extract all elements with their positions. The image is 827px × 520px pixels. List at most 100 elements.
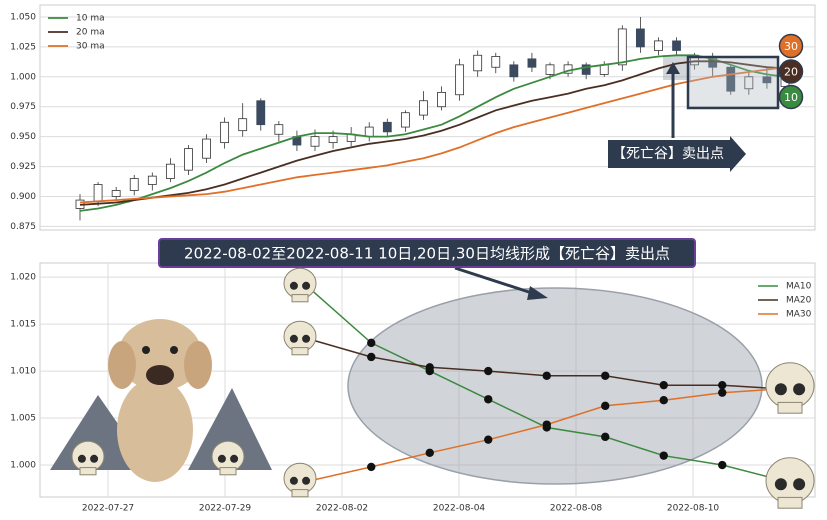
dog-ear xyxy=(184,341,212,389)
y-tick-label: 1.020 xyxy=(10,273,36,283)
skull xyxy=(71,440,105,473)
candle-body xyxy=(328,136,338,144)
candle-body xyxy=(509,64,519,78)
candle-body xyxy=(165,163,175,179)
candle-body xyxy=(491,56,501,68)
chart-title: 2022-08-02至2022-08-11 10日,20日,30日均线形成【死亡… xyxy=(184,245,670,263)
skull xyxy=(211,440,245,473)
skull xyxy=(283,267,317,300)
bottom-layer: 2022-07-27 2022-07-29 2022-08-02 2022-08-04… xyxy=(10,238,815,514)
point xyxy=(425,363,434,372)
candle-body xyxy=(455,64,465,96)
candle-body xyxy=(437,91,446,108)
point xyxy=(659,380,668,390)
candle-body xyxy=(238,118,248,132)
dog-eye xyxy=(170,346,178,354)
candle-body xyxy=(563,64,573,74)
point xyxy=(659,451,668,460)
candle-body xyxy=(93,184,103,202)
candle-body xyxy=(274,124,284,135)
badge xyxy=(778,33,804,59)
candle-body xyxy=(581,64,591,75)
candle-body xyxy=(726,66,736,92)
y-tick-label: 1.000 xyxy=(10,461,36,471)
point xyxy=(484,366,493,376)
point xyxy=(542,420,551,429)
title-arrow xyxy=(454,266,536,296)
y-tick-label: 0.925 xyxy=(10,162,36,172)
point xyxy=(484,435,493,444)
skull-eye xyxy=(793,478,806,491)
x-tick-label: 2022-07-29 xyxy=(199,504,252,514)
point xyxy=(601,401,610,411)
skull-jaw xyxy=(219,467,237,476)
candle-body xyxy=(635,28,645,48)
skull xyxy=(765,457,815,504)
y-tick-label: 1.025 xyxy=(10,42,36,52)
legend-label: MA30 xyxy=(786,310,812,320)
skull-jaw xyxy=(777,401,803,414)
badge xyxy=(778,59,804,84)
x-tick-label: 2022-07-27 xyxy=(82,504,134,514)
badge-label: 30 xyxy=(784,40,798,53)
y-tick-label: 1.050 xyxy=(10,12,36,22)
candle-body xyxy=(184,148,193,171)
point xyxy=(542,371,551,380)
point xyxy=(718,388,727,397)
candle-body xyxy=(654,40,663,51)
annotation-label: 【死亡谷】卖出点 xyxy=(612,146,724,162)
candle-body xyxy=(147,175,157,185)
y-tick-label: 1.015 xyxy=(10,320,36,330)
badge xyxy=(778,84,804,110)
skull-eye xyxy=(289,476,298,485)
skull-eye xyxy=(774,383,787,396)
ma-line xyxy=(79,60,786,206)
legend-label: 20 ma xyxy=(76,28,105,38)
skull-eye xyxy=(302,476,311,485)
title-box xyxy=(158,238,696,268)
y-tick-label: 1.005 xyxy=(10,414,36,424)
annotation-box xyxy=(608,136,746,172)
skull-jaw xyxy=(291,347,309,356)
candle-body xyxy=(364,126,374,138)
skull-eye xyxy=(90,454,99,463)
candle-body xyxy=(545,64,555,75)
candle-body xyxy=(310,136,320,147)
candle-body xyxy=(473,54,483,72)
x-tick-label: 2022-08-04 xyxy=(433,504,486,514)
dog-eye xyxy=(142,346,150,354)
candle-body xyxy=(129,178,139,191)
candle-body xyxy=(762,76,772,84)
candle-body xyxy=(202,138,211,159)
point xyxy=(367,338,376,348)
point xyxy=(367,352,376,362)
point xyxy=(659,396,668,405)
candle-body xyxy=(617,28,627,66)
point xyxy=(718,380,727,390)
x-tick-label: 2022-08-10 xyxy=(667,504,720,514)
point xyxy=(367,462,376,472)
y-tick-label: 0.875 xyxy=(10,222,36,232)
legend-label: 30 ma xyxy=(76,42,105,52)
skull xyxy=(283,462,317,495)
skull-eye xyxy=(230,454,239,463)
skull-eye xyxy=(302,334,311,343)
candle-body xyxy=(527,58,537,68)
x-tick-label: 2022-08-02 xyxy=(316,504,368,514)
dog-body xyxy=(117,378,193,482)
skull-eye xyxy=(289,334,298,343)
mountain xyxy=(188,388,272,470)
skull-jaw xyxy=(291,489,309,498)
highlight-ellipse xyxy=(347,287,763,485)
skull-eye xyxy=(793,383,806,396)
point xyxy=(484,395,493,404)
candle-body xyxy=(220,121,230,144)
title-arrowhead xyxy=(527,286,548,300)
skull-jaw xyxy=(79,467,97,476)
candle-body xyxy=(744,76,754,90)
skull-eye xyxy=(302,281,311,290)
dog-head xyxy=(118,319,202,391)
legend-label: MA20 xyxy=(786,296,812,306)
focus-box xyxy=(686,55,780,110)
